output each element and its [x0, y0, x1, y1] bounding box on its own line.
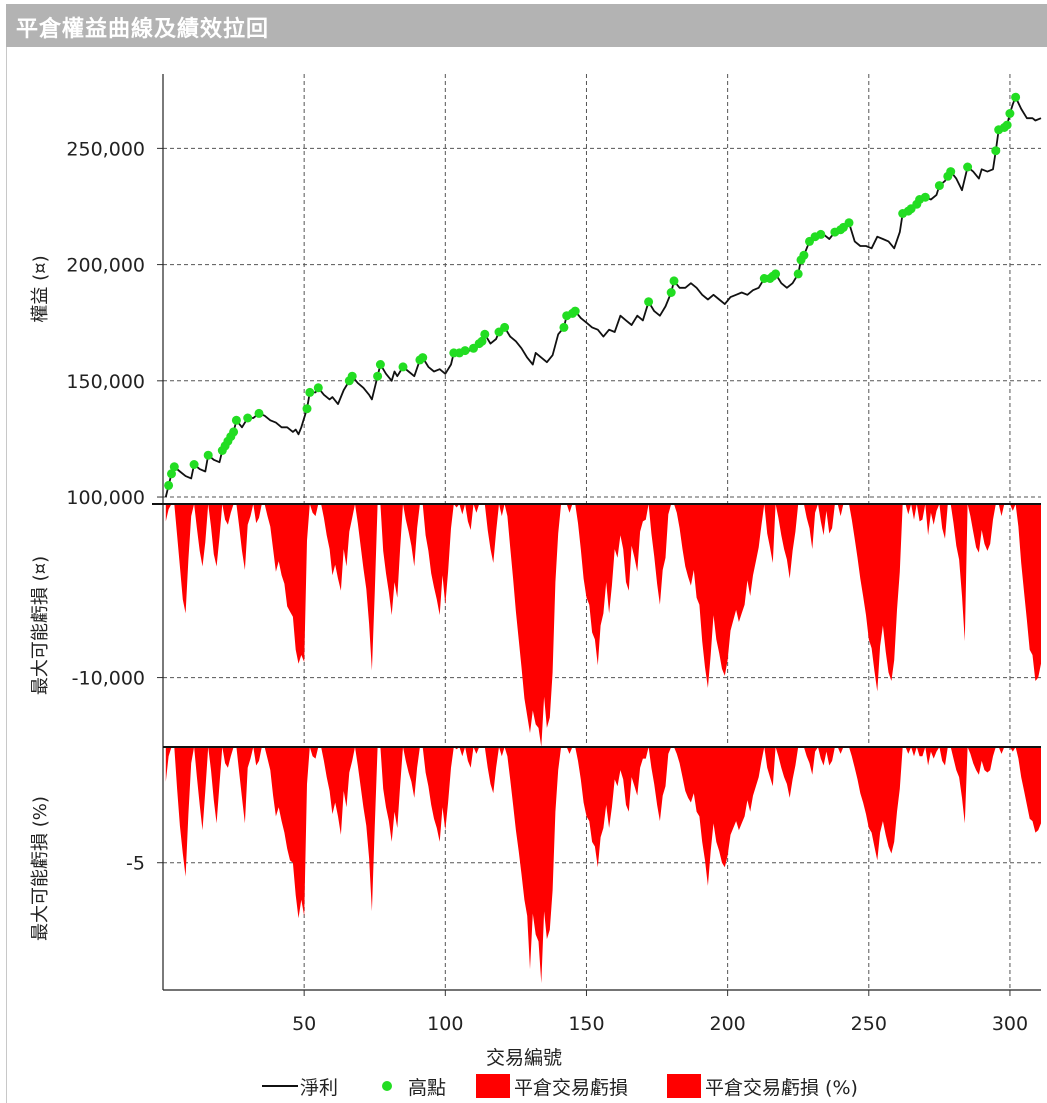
high-point [1005, 109, 1015, 118]
high-point [418, 353, 428, 363]
legend-item-closed-drawdown-pct[interactable]: 平倉交易虧損 (%) [667, 1072, 858, 1100]
high-point [347, 371, 357, 381]
drawdown-area-1 [165, 504, 1042, 747]
legend-label-high-points: 高點 [408, 1076, 447, 1099]
high-point [189, 460, 199, 469]
line-swatch-icon [262, 1085, 298, 1087]
legend-label-closed-drawdown: 平倉交易虧損 [514, 1076, 629, 1099]
high-point [167, 469, 176, 479]
y-tick-label: 250,000 [66, 138, 145, 160]
high-point [570, 306, 580, 316]
drawdown-amount-axis-label: 最大可能虧損 (¤) [30, 556, 51, 695]
high-point [793, 269, 803, 279]
axes-layer [152, 74, 1041, 996]
high-point [963, 162, 973, 172]
high-point [771, 269, 781, 279]
high-point [229, 427, 239, 437]
x-tick-label: 150 [568, 1013, 604, 1035]
high-point [460, 346, 470, 356]
high-point [669, 276, 679, 286]
y-tick-label: 200,000 [66, 255, 145, 277]
high-point [559, 322, 569, 332]
high-point [799, 250, 809, 260]
legend-item-net-profit[interactable]: 淨利 [262, 1072, 338, 1100]
legend: 淨利 高點 平倉交易虧損 平倉交易虧損 (%) [0, 1072, 1047, 1102]
high-point [666, 288, 676, 297]
high-point [991, 146, 1001, 156]
legend-item-closed-drawdown[interactable]: 平倉交易虧損 [476, 1072, 628, 1100]
high-point [254, 408, 264, 418]
frame-border [6, 47, 7, 1103]
equity-axis-label: 權益 (¤) [30, 255, 51, 322]
net-profit-line [164, 96, 1042, 498]
x-tick-label: 100 [427, 1013, 463, 1035]
y-tick-label: -10,000 [72, 668, 145, 690]
high-point [500, 322, 510, 332]
high-point [1011, 92, 1021, 102]
high-point [231, 415, 241, 425]
high-point [946, 167, 956, 177]
high-point [920, 192, 930, 202]
high-point [203, 450, 213, 460]
high-point [1002, 120, 1012, 130]
high-point [243, 413, 253, 423]
equity-drawdown-chart: 50 100 150 200 250 300 100,000 150,000 200,000 25… [30, 74, 1042, 1069]
y-tick-label: -5 [126, 853, 145, 875]
high-point [477, 336, 487, 346]
high-point [375, 360, 385, 369]
x-tick-label: 50 [292, 1013, 316, 1035]
high-point [169, 462, 179, 472]
x-tick-label: 300 [992, 1013, 1028, 1035]
high-point [302, 404, 312, 414]
legend-label-closed-drawdown-pct: 平倉交易虧損 (%) [705, 1076, 858, 1099]
window-title: 平倉權益曲線及績效拉回 [16, 17, 270, 42]
x-axis-label: 交易編號 [486, 1047, 562, 1069]
high-point [816, 229, 826, 239]
x-tick-label: 200 [709, 1013, 745, 1035]
red-box-swatch-icon [667, 1074, 701, 1098]
high-point [373, 371, 383, 381]
legend-item-high-points[interactable]: 高點 [376, 1072, 446, 1100]
y-tick-label: 150,000 [66, 371, 145, 393]
title-bar: 平倉權益曲線及績效拉回 [6, 4, 1047, 47]
equity-line-layer [164, 96, 1042, 498]
high-point [313, 383, 323, 393]
drawdown-area-2 [165, 747, 1042, 984]
high-point [164, 480, 174, 490]
high-point [305, 387, 315, 397]
x-tick-label: 250 [851, 1013, 887, 1035]
legend-label-net-profit: 淨利 [300, 1076, 339, 1099]
drawdown-percent-axis-label: 最大可能虧損 (%) [30, 796, 51, 941]
high-point [934, 181, 944, 191]
dot-swatch-icon [382, 1081, 392, 1091]
y-tick-label: 100,000 [66, 487, 145, 509]
high-point [480, 329, 490, 339]
high-points-layer [164, 92, 1021, 490]
drawdown-areas [165, 504, 1042, 984]
high-point [398, 362, 408, 372]
high-point [844, 218, 854, 228]
high-point [644, 297, 654, 307]
red-box-swatch-icon [476, 1074, 510, 1098]
tick-labels-layer: 50 100 150 200 250 300 100,000 150,000 200,000 25… [66, 138, 1028, 1035]
